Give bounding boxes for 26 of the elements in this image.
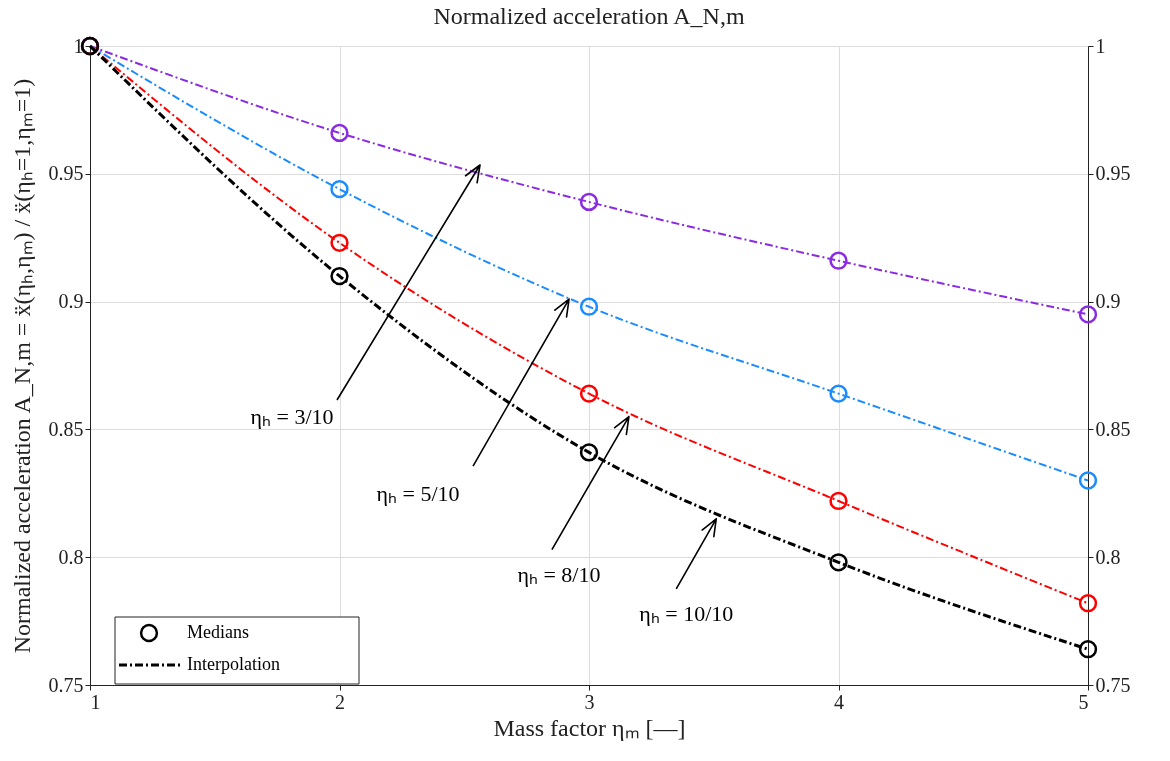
y2-tick-label: 1 <box>1095 34 1106 57</box>
y-tick-label: 0.8 <box>58 545 84 568</box>
chart-title: Normalized acceleration A_N,m <box>433 3 745 30</box>
x-tick-label: 2 <box>335 690 345 713</box>
x-tick-label: 1 <box>90 690 101 713</box>
y2-tick-label: 0.85 <box>1095 417 1131 440</box>
y2-tick-label: 0.8 <box>1095 545 1121 568</box>
x-tick-label: 4 <box>834 690 844 713</box>
y2-tick-label: 0.9 <box>1095 290 1121 313</box>
y2-tick-label: 0.95 <box>1095 162 1131 185</box>
x-axis-title: Mass factor ηₘ [—] <box>493 714 686 741</box>
y-tick-label: 0.95 <box>48 162 84 185</box>
y-tick-label: 0.9 <box>58 290 84 313</box>
annotation: ηₕ = 3/10 <box>250 404 334 429</box>
annotation: ηₕ = 5/10 <box>376 481 460 507</box>
y-tick-label: 0.85 <box>48 417 84 440</box>
legend-label: Medians <box>187 622 249 642</box>
y-tick-label: 1 <box>73 34 84 57</box>
y-axis-title: Normalized acceleration A_N,m = ẍ(ηₕ,ηₘ) / ẍ(ηₕ=1,ηₘ=1) <box>8 78 35 654</box>
x-tick-label: 3 <box>584 690 595 713</box>
annotation: ηₕ = 8/10 <box>517 561 601 587</box>
y2-tick-label: 0.75 <box>1095 673 1131 696</box>
x-tick-label: 5 <box>1078 690 1089 713</box>
annotation: ηₕ = 10/10 <box>639 600 734 626</box>
y-tick-label: 0.75 <box>48 673 84 696</box>
legend-label: Interpolation <box>187 654 280 674</box>
